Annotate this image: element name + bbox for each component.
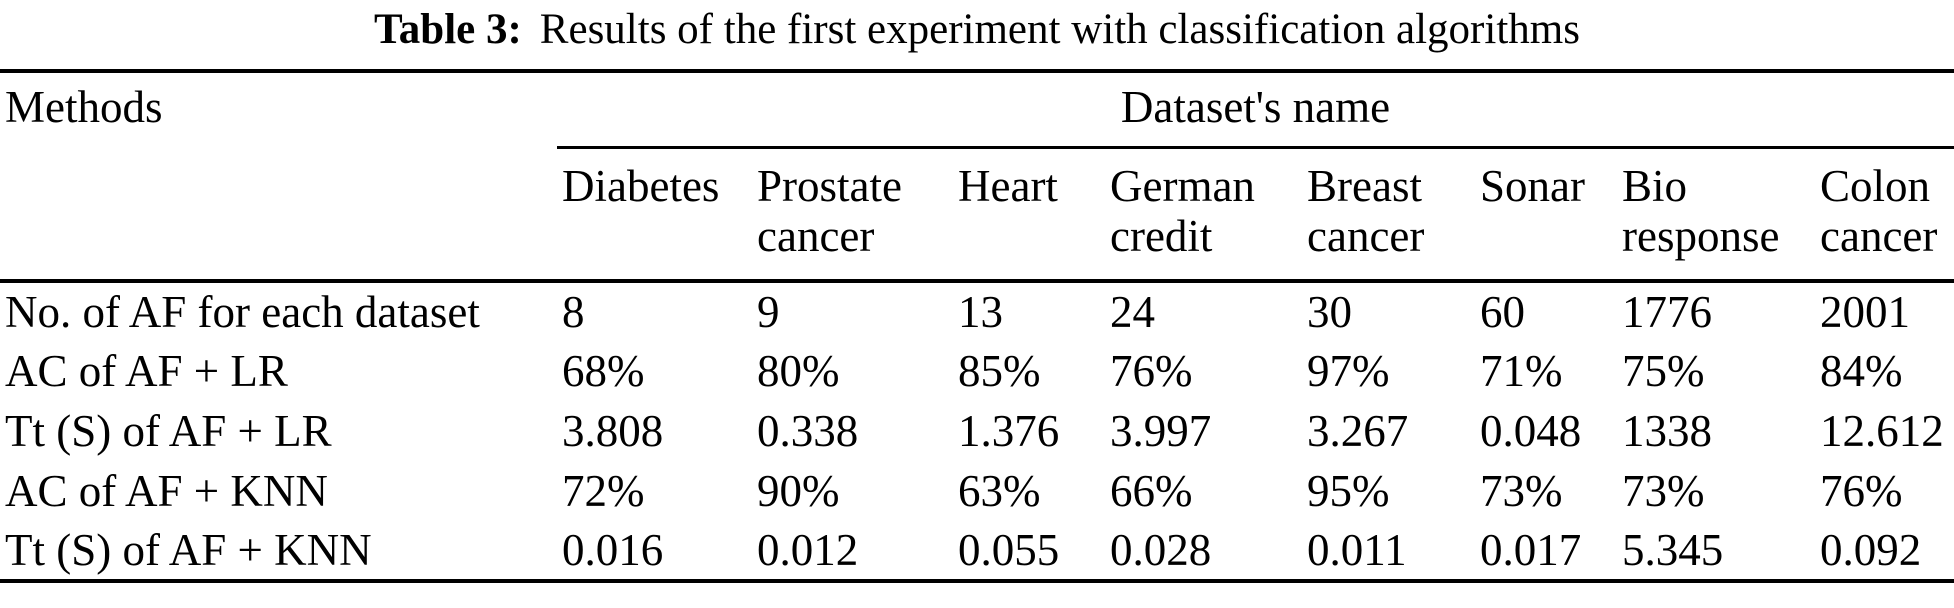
value-cell: 76% [1820, 466, 1903, 516]
value-cell: 5.345 [1622, 525, 1724, 575]
caption-text: Results of the first experiment with cla… [539, 6, 1580, 53]
value-cell: 68% [562, 346, 645, 396]
value-cell: 1.376 [958, 406, 1060, 456]
value-cell: 8 [562, 287, 585, 337]
value-cell: 1338 [1622, 406, 1712, 456]
value-cell: 73% [1480, 466, 1563, 516]
value-cell: 72% [562, 466, 645, 516]
value-cell: 0.338 [757, 406, 859, 456]
value-cell: 3.997 [1110, 406, 1212, 456]
value-cell: 95% [1307, 466, 1390, 516]
value-cell: 60 [1480, 287, 1525, 337]
column-header-row: Diabetes Prostate cancer Heart German credi… [0, 147, 1954, 283]
column-header: Sonar [1475, 147, 1617, 283]
column-header: Prostate cancer [752, 147, 953, 283]
column-header: Colon cancer [1815, 147, 1954, 283]
group-header-row: Methods Dataset's name [0, 71, 1954, 149]
value-cell: 2001 [1820, 287, 1910, 337]
value-cell: 0.011 [1307, 525, 1407, 575]
value-cell: 75% [1622, 346, 1705, 396]
value-cell: 12.612 [1820, 406, 1944, 456]
caption-label: Table 3: [374, 6, 522, 53]
value-cell: 85% [958, 346, 1041, 396]
value-cell: 71% [1480, 346, 1563, 396]
value-cell: 0.017 [1480, 525, 1582, 575]
value-cell: 0.012 [757, 525, 859, 575]
table-caption: Table 3: Results of the first experiment … [0, 0, 1954, 69]
value-cell: 73% [1622, 466, 1705, 516]
table-row: AC of AF + LR 68% 80% 85% 76% 97% 71% 75% 84% [0, 341, 1954, 401]
value-cell: 3.267 [1307, 406, 1409, 456]
table-row: AC of AF + KNN 72% 90% 63% 66% 95% 73% 73% 76% [0, 461, 1954, 521]
method-cell: Tt (S) of AF + LR [5, 406, 332, 456]
column-header: Diabetes [557, 147, 752, 283]
methods-header: Methods [5, 82, 163, 132]
value-cell: 84% [1820, 346, 1903, 396]
value-cell: 1776 [1622, 287, 1712, 337]
value-cell: 9 [757, 287, 780, 337]
column-header: Bio response [1617, 147, 1815, 283]
dataset-name-group-header: Dataset's name [557, 71, 1954, 149]
table-row: No. of AF for each dataset 8 9 13 24 30 60 1776… [0, 281, 1954, 341]
value-cell: 0.092 [1820, 525, 1922, 575]
value-cell: 3.808 [562, 406, 664, 456]
value-cell: 0.055 [958, 525, 1060, 575]
method-cell: AC of AF + KNN [5, 466, 328, 516]
value-cell: 0.016 [562, 525, 664, 575]
column-header: Breast cancer [1302, 147, 1475, 283]
table-row: Tt (S) of AF + LR 3.808 0.338 1.376 3.997 3.2… [0, 401, 1954, 461]
results-table: Methods Dataset's name Diabetes Prostate … [0, 69, 1954, 583]
value-cell: 30 [1307, 287, 1352, 337]
value-cell: 97% [1307, 346, 1390, 396]
value-cell: 24 [1110, 287, 1155, 337]
value-cell: 66% [1110, 466, 1193, 516]
method-cell: No. of AF for each dataset [5, 287, 480, 337]
value-cell: 13 [958, 287, 1003, 337]
value-cell: 80% [757, 346, 840, 396]
column-header: Heart [953, 147, 1105, 283]
value-cell: 0.028 [1110, 525, 1212, 575]
value-cell: 0.048 [1480, 406, 1582, 456]
column-header: German credit [1105, 147, 1302, 283]
value-cell: 90% [757, 466, 840, 516]
value-cell: 63% [958, 466, 1041, 516]
method-cell: Tt (S) of AF + KNN [5, 525, 372, 575]
column-header-spacer [0, 147, 557, 283]
value-cell: 76% [1110, 346, 1193, 396]
table-row: Tt (S) of AF + KNN 0.016 0.012 0.055 0.028 0.… [0, 521, 1954, 581]
table-body: No. of AF for each dataset 8 9 13 24 30 60 1776… [0, 281, 1954, 581]
method-cell: AC of AF + LR [5, 346, 288, 396]
